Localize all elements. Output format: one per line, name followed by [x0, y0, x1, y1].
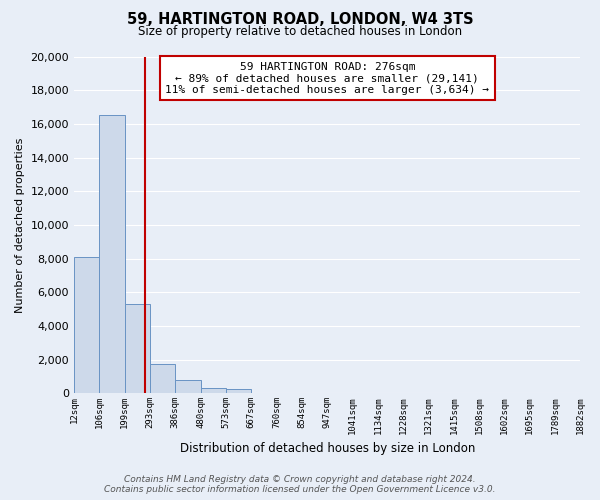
- Bar: [74, 257, 100, 394]
- Bar: [150, 364, 175, 394]
- Bar: [200, 388, 226, 394]
- Bar: [125, 304, 150, 394]
- Bar: [175, 380, 200, 394]
- Bar: [100, 116, 125, 394]
- Text: 59, HARTINGTON ROAD, LONDON, W4 3TS: 59, HARTINGTON ROAD, LONDON, W4 3TS: [127, 12, 473, 28]
- Y-axis label: Number of detached properties: Number of detached properties: [15, 137, 25, 312]
- X-axis label: Distribution of detached houses by size in London: Distribution of detached houses by size …: [179, 442, 475, 455]
- Text: Contains HM Land Registry data © Crown copyright and database right 2024.
Contai: Contains HM Land Registry data © Crown c…: [104, 474, 496, 494]
- Text: Size of property relative to detached houses in London: Size of property relative to detached ho…: [138, 25, 462, 38]
- Bar: [226, 388, 251, 394]
- Text: 59 HARTINGTON ROAD: 276sqm
← 89% of detached houses are smaller (29,141)
11% of : 59 HARTINGTON ROAD: 276sqm ← 89% of deta…: [165, 62, 489, 95]
